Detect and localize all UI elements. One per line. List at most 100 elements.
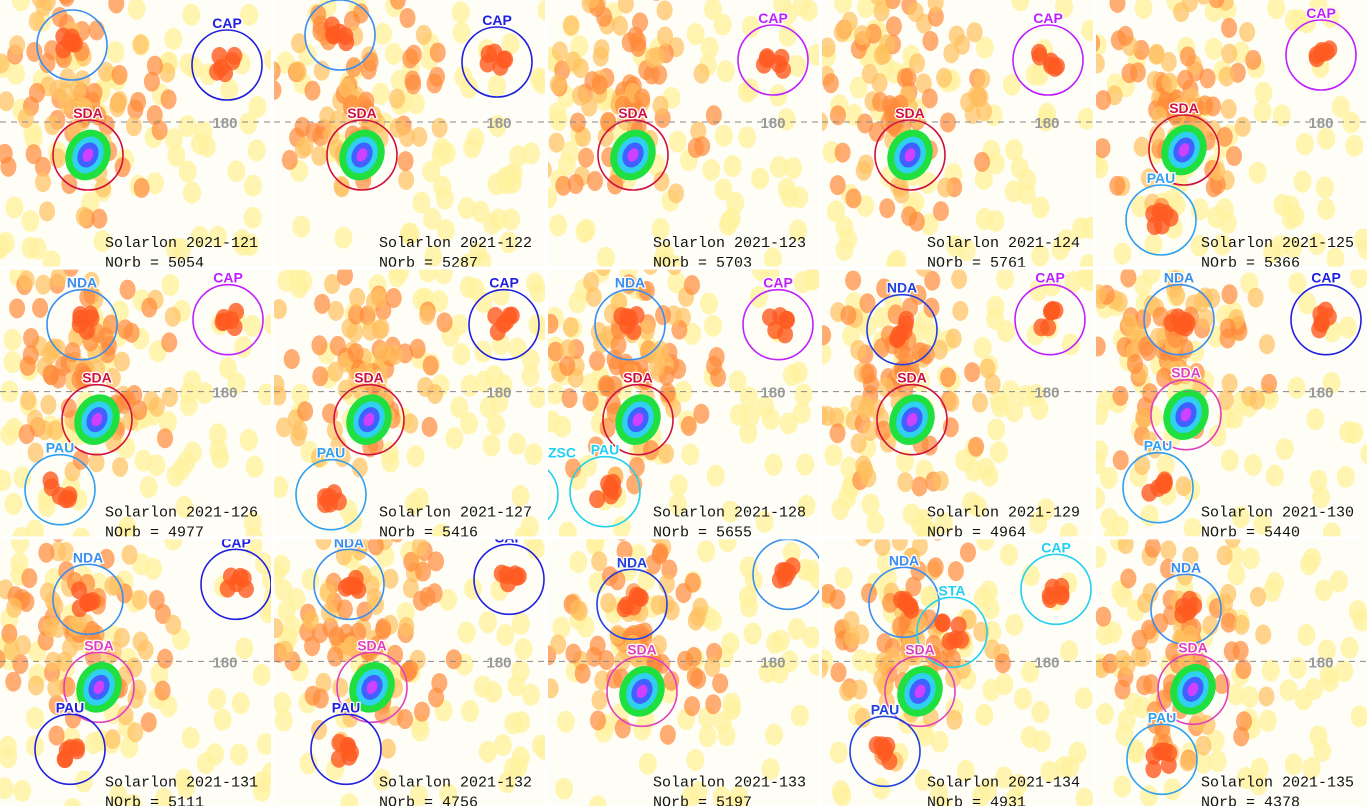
noise-blob [165, 614, 182, 635]
noise-blob [617, 0, 634, 14]
noise-blob [482, 434, 501, 457]
noise-blob [460, 412, 479, 435]
noise-blob [1360, 443, 1367, 465]
noise-blob [1036, 109, 1055, 132]
noise-blob [397, 151, 414, 172]
noise-blob [1096, 487, 1106, 510]
noise-blob [10, 552, 29, 575]
noise-blob [1335, 660, 1354, 683]
noise-blob [822, 37, 836, 58]
panel: 180 CAP SDA Solarlon 2021-122 NOrb = 5287 [274, 0, 545, 267]
noise-blob [487, 413, 506, 436]
noise-blob [952, 300, 969, 321]
noise-blob [243, 314, 262, 337]
noise-blob [1208, 424, 1227, 447]
noise-blob [548, 102, 567, 125]
noise-blob [348, 304, 365, 325]
noise-blob [39, 0, 56, 12]
noise-blob [653, 171, 670, 192]
noise-blob [668, 130, 687, 153]
noise-blob [404, 492, 423, 515]
noise-blob [124, 793, 143, 806]
shower-circle [1020, 553, 1092, 626]
noise-blob [738, 126, 757, 149]
noise-blob [796, 453, 815, 476]
noise-blob [243, 511, 262, 534]
noise-blob [851, 679, 868, 700]
shower-circle [742, 288, 814, 361]
noise-blob [291, 420, 308, 441]
shower-circle [597, 119, 669, 191]
noise-blob [341, 747, 358, 766]
noise-blob [909, 53, 926, 74]
noise-blob [150, 663, 169, 686]
noise-blob [693, 63, 710, 84]
noise-blob [1120, 568, 1137, 589]
noise-blob [529, 386, 545, 409]
noise-blob [1287, 376, 1306, 399]
noise-blob [1321, 40, 1338, 59]
shower-circle [192, 283, 264, 356]
noise-blob [700, 292, 719, 315]
noise-blob [950, 616, 967, 635]
noise-blob [1218, 211, 1237, 234]
noise-blob [13, 779, 32, 802]
noise-blob [1298, 292, 1317, 315]
noise-blob [922, 30, 939, 51]
noise-blob [765, 723, 784, 746]
noise-blob [835, 216, 854, 239]
noise-blob [1133, 136, 1150, 157]
noise-blob [487, 74, 506, 97]
noise-blob [117, 705, 134, 726]
noise-blob [593, 39, 610, 60]
noise-blob [924, 270, 941, 291]
noise-blob [856, 113, 873, 134]
noise-blob [1231, 506, 1250, 529]
noise-blob [1151, 106, 1168, 127]
noise-blob [640, 539, 642, 540]
noise-blob [466, 127, 485, 150]
noise-blob [1258, 334, 1275, 355]
noise-blob [844, 628, 861, 649]
ra-label: 180 [212, 385, 237, 402]
noise-blob [576, 615, 595, 638]
noise-blob [493, 734, 512, 757]
noise-blob [117, 436, 136, 459]
ra-label: 180 [760, 115, 785, 132]
noise-blob [39, 53, 56, 74]
solarlon: Solarlon 2021-126 [105, 505, 258, 522]
noise-blob [839, 681, 856, 702]
shower-circle [63, 651, 135, 724]
noise-blob [643, 64, 660, 85]
noise-blob [910, 284, 927, 305]
panel: 180 CAP SDA PAU Solarlon 2021-127 NOrb = 5416 [274, 269, 545, 537]
shower-circle [916, 596, 988, 669]
noise-blob [56, 651, 73, 672]
noise-blob [391, 539, 403, 543]
noise-blob [634, 88, 651, 109]
shower-circle [326, 119, 398, 191]
noise-blob [248, 95, 267, 118]
noise-blob [549, 214, 568, 237]
noise-blob [70, 79, 87, 100]
noise-blob [905, 576, 922, 597]
noise-blob [1005, 400, 1024, 423]
noise-blob [390, 269, 409, 283]
noise-blob [297, 401, 314, 422]
noise-blob [995, 673, 1014, 696]
noise-blob [1031, 196, 1050, 219]
noise-blob [833, 0, 852, 14]
noise-blob [175, 496, 194, 519]
noise-blob [840, 305, 857, 326]
noise-blob [403, 551, 420, 572]
shower-circle [24, 453, 96, 526]
noise-blob [690, 121, 707, 142]
noise-blob [413, 701, 430, 722]
noise-blob [1313, 313, 1330, 332]
noise-blob [686, 749, 705, 772]
noise-blob [722, 697, 741, 720]
noise-blob [127, 722, 144, 743]
noise-blob [1131, 629, 1148, 650]
noise-blob [591, 74, 608, 95]
noise-blob [148, 396, 165, 417]
